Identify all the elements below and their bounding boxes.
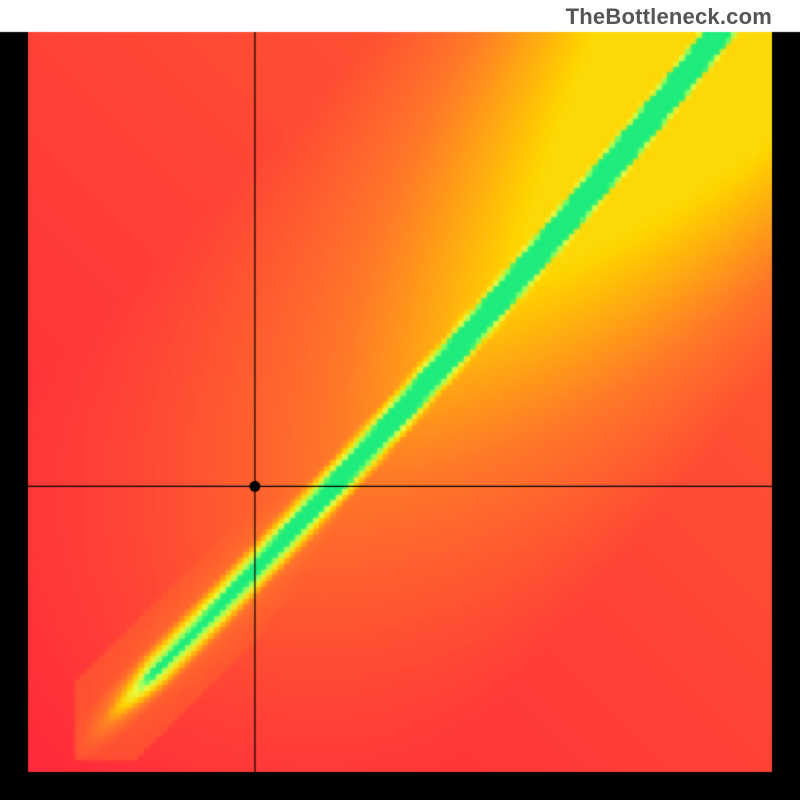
attribution-label: TheBottleneck.com [566, 4, 772, 30]
bottleneck-heatmap [0, 0, 800, 800]
chart-wrapper: { "attribution": "TheBottleneck.com", "a… [0, 0, 800, 800]
